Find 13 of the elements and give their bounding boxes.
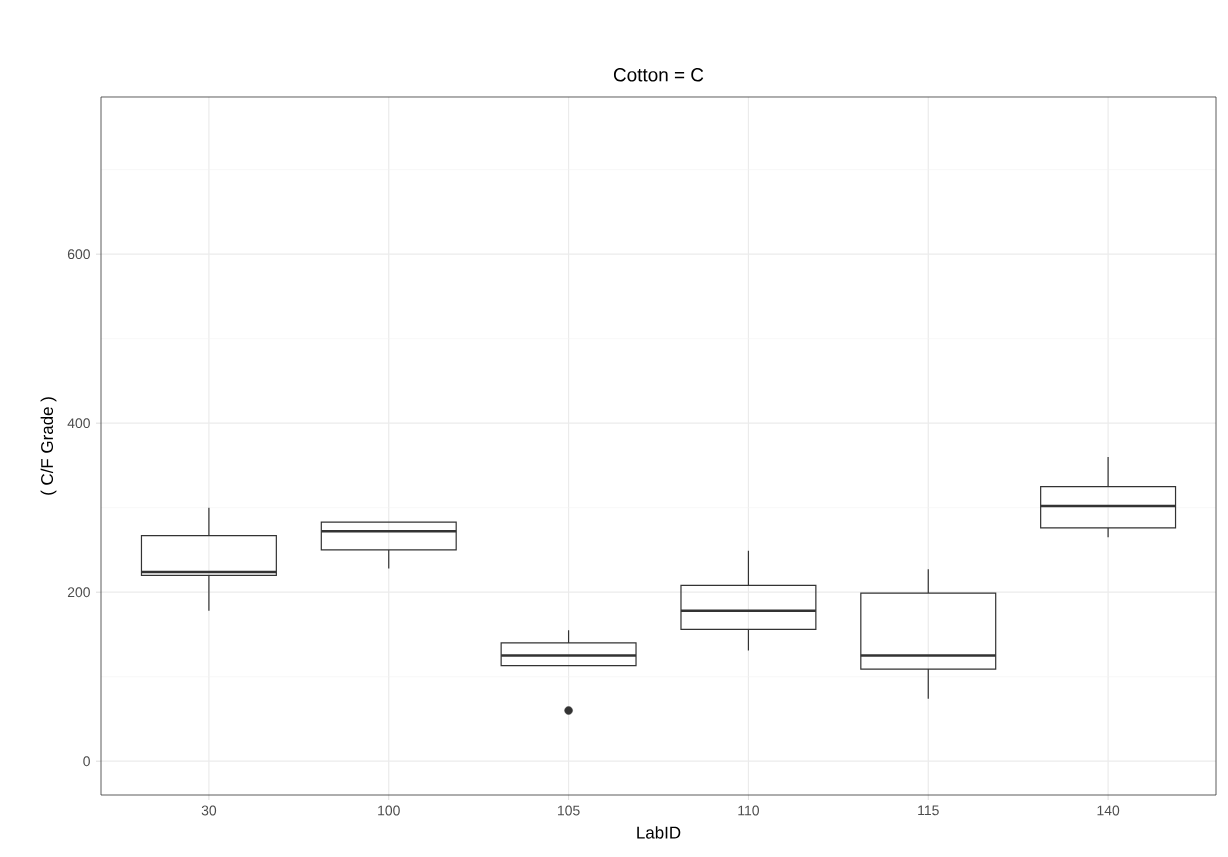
x-tick-label: 115 xyxy=(918,805,939,816)
y-tick-label: 400 xyxy=(67,418,90,429)
x-tick-label: 30 xyxy=(201,805,217,816)
chart-title: Cotton = C xyxy=(613,68,704,82)
x-axis-title: LabID xyxy=(637,826,681,839)
x-tick-label: 100 xyxy=(378,805,400,816)
x-tick-label: 110 xyxy=(738,805,759,816)
y-axis-title: ( C/F Grade ) xyxy=(40,397,57,495)
y-tick-label: 600 xyxy=(67,249,90,260)
y-tick-label: 200 xyxy=(67,587,90,598)
x-tick-label: 140 xyxy=(1097,805,1120,816)
x-tick-label: 105 xyxy=(558,805,580,816)
y-tick-label: 0 xyxy=(83,756,90,767)
